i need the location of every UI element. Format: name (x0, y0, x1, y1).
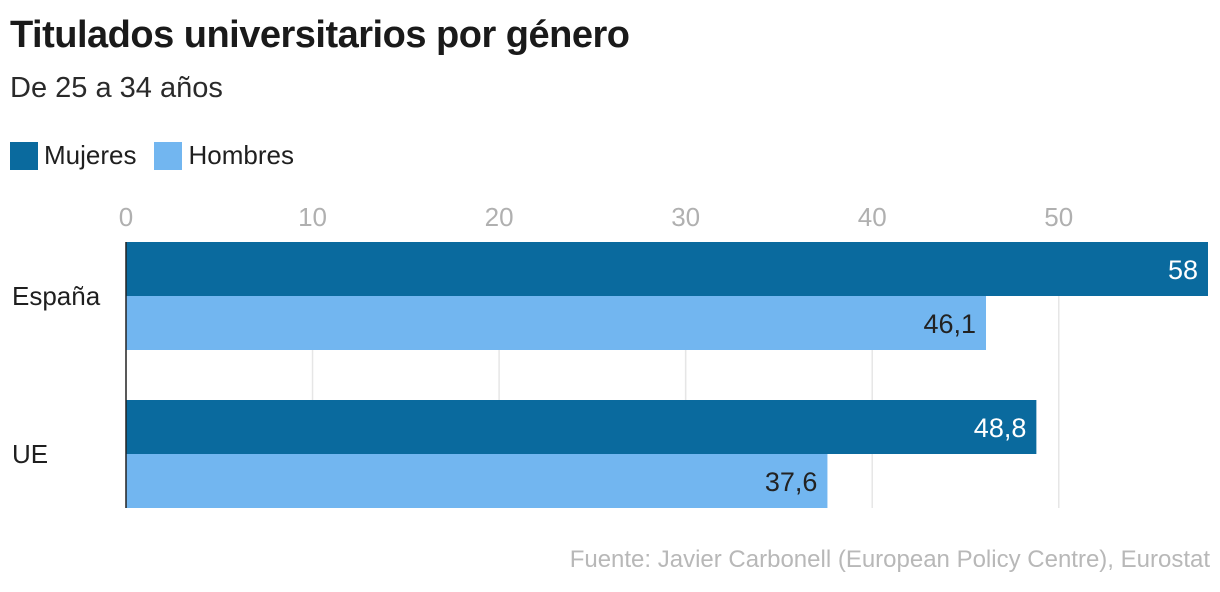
data-label-mujeres-1: 48,8 (974, 413, 1027, 443)
category-label-1: UE (12, 439, 48, 469)
category-label-0: España (12, 281, 101, 311)
data-label-hombres-1: 37,6 (765, 467, 818, 497)
x-tick-label-40: 40 (858, 202, 887, 232)
bar-mujeres-0 (126, 242, 1208, 296)
legend-swatch-hombres (154, 141, 183, 170)
legend-item-hombres: Hombres (154, 140, 294, 171)
bar-mujeres-1 (126, 400, 1037, 454)
data-label-mujeres-0: 58 (1168, 255, 1198, 285)
legend-label-mujeres: Mujeres (44, 140, 137, 170)
x-tick-label-10: 10 (298, 202, 327, 232)
chart-title: Titulados universitarios por género (10, 14, 630, 56)
bar-chart: 0 10 20 30 40 50 58 46,1 España 48,8 37,6 UE (12, 202, 1208, 508)
bar-hombres-0 (126, 296, 987, 350)
x-tick-label-30: 30 (671, 202, 700, 232)
legend: Mujeres Hombres (10, 140, 312, 171)
x-tick-label-0: 0 (119, 202, 133, 232)
legend-swatch-mujeres (10, 141, 38, 170)
x-tick-label-20: 20 (485, 202, 514, 232)
bar-hombres-1 (126, 454, 828, 508)
legend-label-hombres: Hombres (188, 140, 294, 170)
chart-subtitle: De 25 a 34 años (10, 72, 223, 104)
source-note: Fuente: Javier Carbonell (European Polic… (569, 546, 1210, 573)
data-label-hombres-0: 46,1 (923, 309, 976, 339)
x-tick-label-50: 50 (1044, 202, 1073, 232)
legend-item-mujeres: Mujeres (10, 140, 136, 171)
